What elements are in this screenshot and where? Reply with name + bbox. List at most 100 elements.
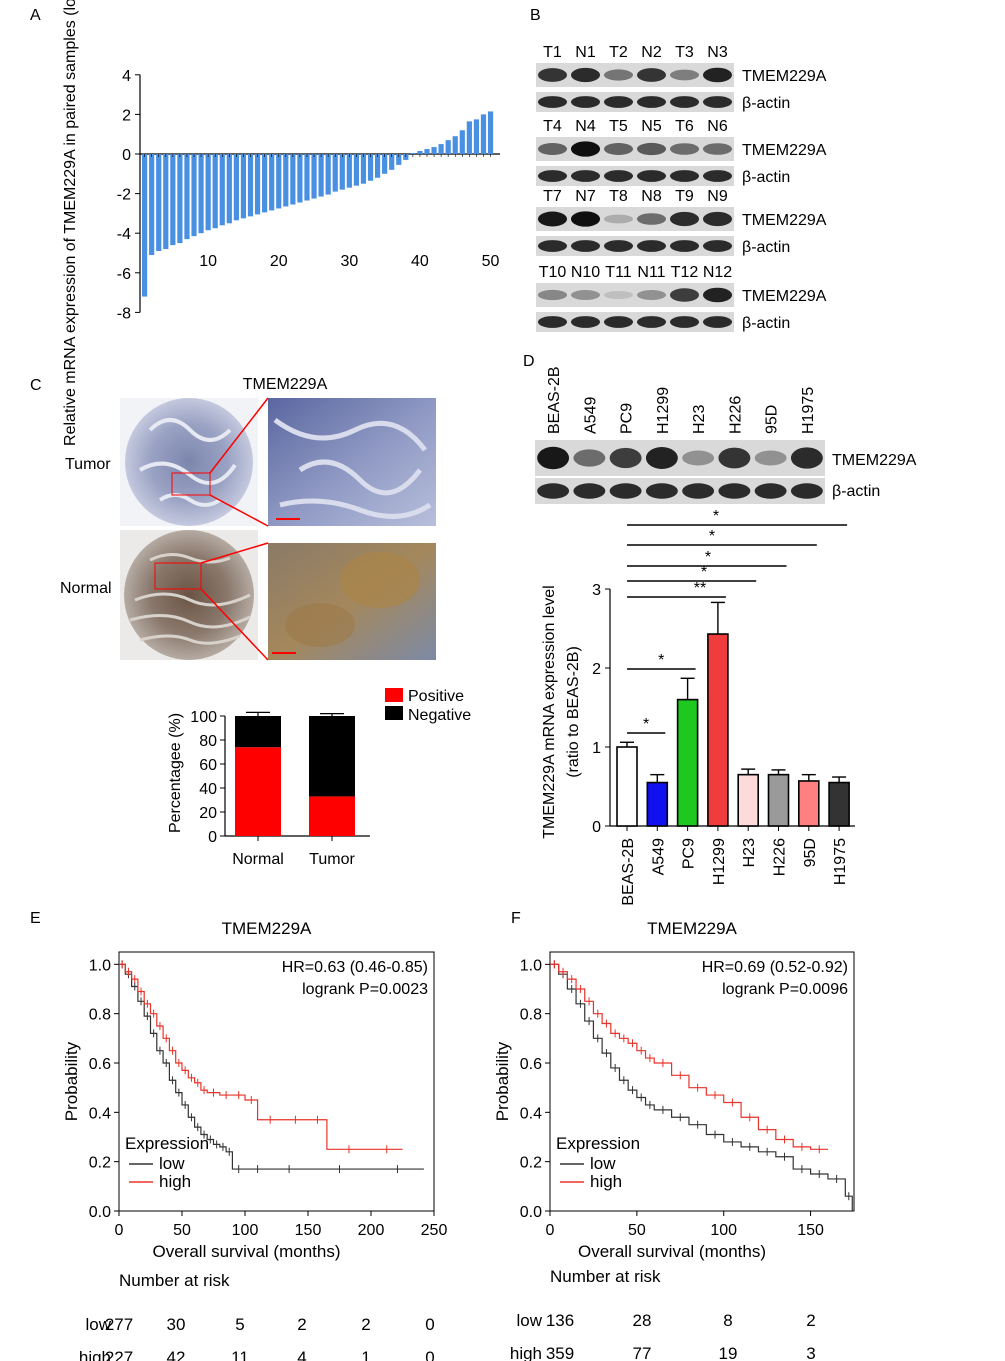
blot-b-target-strip-band [669,288,700,302]
panel-a-bar [410,153,416,154]
panel-a-bar [184,154,190,240]
panel-a-bar [325,154,331,195]
blot-b-actin-strip [536,166,734,186]
panel-c-bar-positive [235,747,281,836]
risk-value: 3 [806,1344,815,1361]
panel-d-significance-mark: * [705,549,711,566]
risk-value: 227 [105,1348,133,1361]
risk-value: 2 [361,1315,370,1334]
blot-b-lane-label: T7 [543,188,562,205]
panel-a: A Relative mRNA expression of TMEM229A i… [30,0,500,446]
risk-table-title: Number at risk [550,1267,661,1286]
blot-b-target-strip-band [669,211,700,227]
km-ytick-label: 0.2 [520,1155,542,1172]
blot-b-lane-label: T3 [675,44,694,61]
km-xtick-label: 100 [232,1222,259,1239]
blot-b-target-strip [536,63,734,87]
panel-label-d: D [523,353,535,370]
km-legend-label-high: high [159,1172,191,1191]
risk-value: 30 [167,1315,186,1334]
panel-a-xtick-label: 10 [199,253,217,270]
panel-a-bar [170,154,176,246]
blot-d-lane-label: H1975 [800,387,817,434]
panel-a-ytick-label: 0 [122,147,131,164]
panel-d-ylabel-line2: (ratio to BEAS-2B) [565,646,582,778]
blot-b-lane-label: N4 [575,118,596,135]
blot-b-target-label: TMEM229A [742,288,827,305]
km-legend-label-high: high [590,1172,622,1191]
km-xtick-label: 0 [115,1222,124,1239]
panel-c-legend: Positive Negative [385,688,471,724]
panel-a-bar [233,154,239,221]
panel-a-bar [226,154,232,224]
blot-d-target-strip-band [718,447,751,469]
risk-row-label-low: low [85,1315,111,1334]
blot-b-actin-strip [536,236,734,256]
blot-b-target-strip-band [669,143,700,155]
risk-value: 0 [425,1315,434,1334]
risk-value: 8 [723,1311,732,1330]
panel-d-ytick-label: 0 [592,819,601,836]
panel-a-bar [438,144,444,154]
legend-label-positive: Positive [408,688,464,705]
risk-table-title: Number at risk [119,1271,230,1290]
panel-a-bar [473,119,480,154]
blot-b-target-strip [536,283,734,307]
panel-a-xtick-label: 30 [340,253,358,270]
blot-d-lane-label: PC9 [619,403,636,434]
panel-d-ytick-label: 1 [592,740,601,757]
panel-d-bar [646,781,669,827]
panel-d-western-blot: BEAS-2B A549 PC9 H1299 H23 H226 95D H1975 TMEM22… [535,366,917,504]
blot-b-actin-strip-band [669,240,700,252]
panel-c-ytick-label: 20 [199,805,217,822]
panel-c-bar-positive [309,796,355,836]
blot-d-target-strip-band [645,447,678,469]
panel-label-b: B [530,7,541,24]
blot-b-actin-strip-band [537,240,568,252]
panel-a-bar [445,140,451,154]
panel-a-bar [459,130,465,154]
panel-d-significance-mark: * [709,528,715,545]
km-curve-high [550,963,828,1150]
blot-b-actin-strip-band [537,316,568,328]
panel-a-ytick-label: -8 [117,305,131,322]
blot-d-lane-label: H23 [691,405,708,434]
blot-b-target-label: TMEM229A [742,142,827,159]
panel-a-bar [367,154,374,181]
panel-a-ytick-label: 2 [122,107,131,124]
blot-b-target-strip-membrane [536,283,734,307]
blot-b-lane-label: N5 [641,118,662,135]
blot-b-lane-label: T10 [539,264,567,281]
km-legend-label-low: low [159,1154,185,1173]
km-logrank-annotation: logrank P=0.0096 [722,981,848,998]
km-legend-title: Expression [125,1134,209,1153]
panel-a-bar [417,151,423,154]
panel-d-bar [797,780,820,827]
risk-value: 42 [167,1348,186,1361]
km-xtick-label: 100 [710,1222,737,1239]
blot-b-target-strip-band [702,67,733,83]
panel-d-xtick-label: H1299 [711,838,728,885]
panel-a-bar [339,154,345,190]
blot-d-actin-strip-band [573,483,606,499]
legend-swatch-positive [385,688,403,702]
km-xlabel: Overall survival (months) [578,1242,766,1261]
panel-c-ytick-label: 80 [199,733,217,750]
panel-a-bar [304,154,310,201]
panel-c-ylabel: Percentagee (%) [167,713,184,833]
ihc-tumor-zoom-image [268,398,436,526]
blot-b-actin-strip-band [669,170,700,182]
panel-a-bar [332,154,338,192]
panel-c-xtick-label: Normal [232,851,284,868]
blot-d-actin-strip-band [537,483,570,499]
km-ytick-label: 0.4 [520,1105,542,1122]
blot-b-actin-label: β-actin [742,95,790,112]
blot-d-actin-strip-band [718,483,751,499]
ihc-tumor-zoom-line-bottom [209,494,269,527]
blot-d-target-strip-band [682,450,715,466]
panel-label-e: E [30,910,41,927]
panel-a-bar [247,154,254,217]
panel-a-ytick-label: -2 [117,187,131,204]
